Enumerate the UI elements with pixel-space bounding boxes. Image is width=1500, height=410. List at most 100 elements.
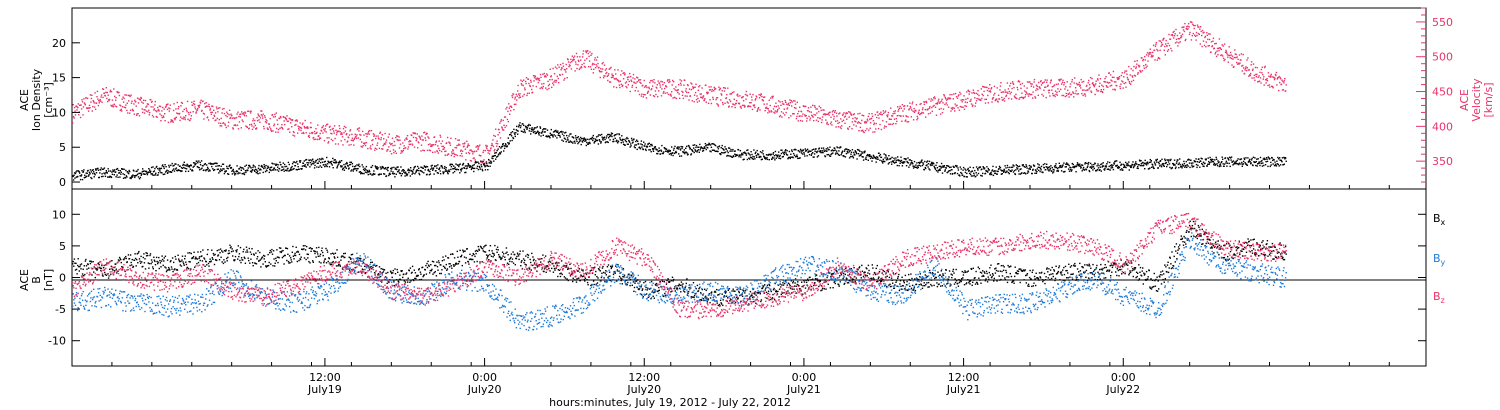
- velocity-series-point: [190, 118, 192, 120]
- ion-density-series-point: [1166, 165, 1168, 168]
- velocity-series-point: [808, 115, 810, 118]
- velocity-series-point: [981, 97, 983, 100]
- velocity-series-point: [1236, 56, 1238, 58]
- velocity-series-point: [589, 51, 591, 53]
- ion-density-series-point: [1036, 170, 1038, 173]
- velocity-series-point: [698, 86, 700, 88]
- ion-density-series-point: [500, 151, 502, 153]
- velocity-series-point: [241, 119, 243, 121]
- velocity-series-point: [507, 120, 509, 123]
- ion-density-series-point: [592, 134, 594, 137]
- velocity-series-point: [91, 110, 93, 112]
- ion-density-series-point: [122, 168, 124, 170]
- velocity-series-point: [1024, 90, 1026, 92]
- velocity-series-point: [241, 111, 243, 113]
- ion-density-series-point: [182, 164, 184, 167]
- ion-density-series-point: [895, 161, 897, 163]
- velocity-series-point: [1208, 38, 1211, 41]
- ion-density-series-point: [949, 170, 951, 172]
- velocity-series-point: [961, 99, 964, 101]
- ion-density-series-point: [391, 172, 394, 175]
- ion-density-series-point: [450, 166, 453, 168]
- velocity-series-point: [814, 106, 816, 108]
- velocity-series-point: [402, 149, 404, 152]
- ion-density-series-point: [841, 150, 844, 152]
- velocity-series-point: [291, 119, 294, 121]
- velocity-series-point: [833, 115, 835, 118]
- velocity-series-point: [635, 82, 637, 84]
- velocity-series-point: [100, 100, 102, 102]
- ion-density-series-point: [976, 168, 979, 170]
- velocity-series-point: [722, 103, 724, 106]
- ion-density-series-point: [338, 161, 340, 164]
- velocity-series-point: [558, 81, 560, 84]
- ion-density-series-point: [411, 169, 413, 172]
- velocity-series-point: [942, 102, 944, 104]
- velocity-series-point: [458, 139, 460, 141]
- velocity-series-point: [897, 106, 899, 108]
- velocity-series-point: [1134, 75, 1137, 77]
- velocity-series-point: [1010, 98, 1013, 100]
- velocity-series-point: [298, 127, 300, 130]
- velocity-series-point: [158, 110, 160, 112]
- velocity-series-point: [974, 105, 976, 107]
- ion-density-series-point: [313, 162, 315, 164]
- ion-density-series-point: [945, 167, 947, 169]
- ion-density-series-point: [323, 161, 326, 163]
- velocity-series-point: [153, 109, 155, 111]
- ion-density-series-point: [1125, 164, 1128, 166]
- velocity-series-point: [941, 111, 944, 114]
- ion-density-series-point: [312, 160, 315, 163]
- velocity-series-point: [668, 79, 671, 81]
- ion-density-series-point: [291, 163, 294, 165]
- ion-density-series-point: [794, 156, 797, 158]
- velocity-series-point: [208, 106, 211, 108]
- ion-density-series-point: [843, 155, 845, 158]
- velocity-series-point: [333, 125, 336, 127]
- ion-density-series-point: [779, 154, 781, 157]
- ion-density-series-point: [97, 169, 100, 171]
- ion-density-series-point: [162, 164, 164, 166]
- velocity-series-point: [593, 68, 595, 70]
- velocity-series-point: [453, 153, 456, 156]
- velocity-series-point: [654, 82, 656, 84]
- ion-density-series-point: [668, 153, 671, 155]
- velocity-series-point: [1282, 89, 1285, 91]
- velocity-series-point: [100, 94, 103, 96]
- ion-density-series-point: [916, 162, 918, 164]
- velocity-series-point: [505, 108, 507, 110]
- velocity-series-point: [666, 92, 668, 94]
- ion-density-series-point: [1113, 162, 1115, 164]
- velocity-series-point: [702, 96, 704, 98]
- velocity-series-point: [380, 139, 382, 141]
- velocity-series-point: [935, 114, 938, 116]
- ion-density-series-point: [515, 129, 517, 131]
- ion-density-series-point: [679, 149, 682, 151]
- velocity-series-point: [594, 59, 596, 61]
- velocity-series-point: [494, 148, 496, 151]
- ion-density-series-point: [686, 152, 688, 154]
- velocity-series-point: [1176, 34, 1179, 37]
- ion-density-series-point: [844, 148, 846, 151]
- velocity-series-point: [264, 116, 266, 119]
- velocity-series-point: [1256, 66, 1258, 69]
- velocity-series-point: [215, 106, 218, 108]
- velocity-series-point: [588, 55, 590, 58]
- ion-density-series-point: [997, 170, 999, 173]
- ion-density-series-point: [1161, 158, 1163, 160]
- ion-density-series-point: [303, 160, 305, 162]
- velocity-series-point: [423, 149, 425, 152]
- velocity-series-point: [1226, 54, 1229, 56]
- velocity-series-point: [103, 92, 106, 94]
- velocity-series-point: [685, 90, 687, 92]
- ion-density-series-point: [1060, 166, 1062, 169]
- velocity-series-point: [1250, 72, 1252, 75]
- ion-density-series-point: [1120, 164, 1122, 166]
- ion-density-series-point: [724, 146, 726, 148]
- velocity-series-point: [885, 126, 887, 128]
- ion-density-series-point: [102, 168, 105, 170]
- velocity-series-point: [111, 99, 114, 101]
- ion-density-series-point: [259, 172, 261, 174]
- ion-density-series-point: [1001, 170, 1003, 172]
- velocity-series-point: [366, 135, 368, 138]
